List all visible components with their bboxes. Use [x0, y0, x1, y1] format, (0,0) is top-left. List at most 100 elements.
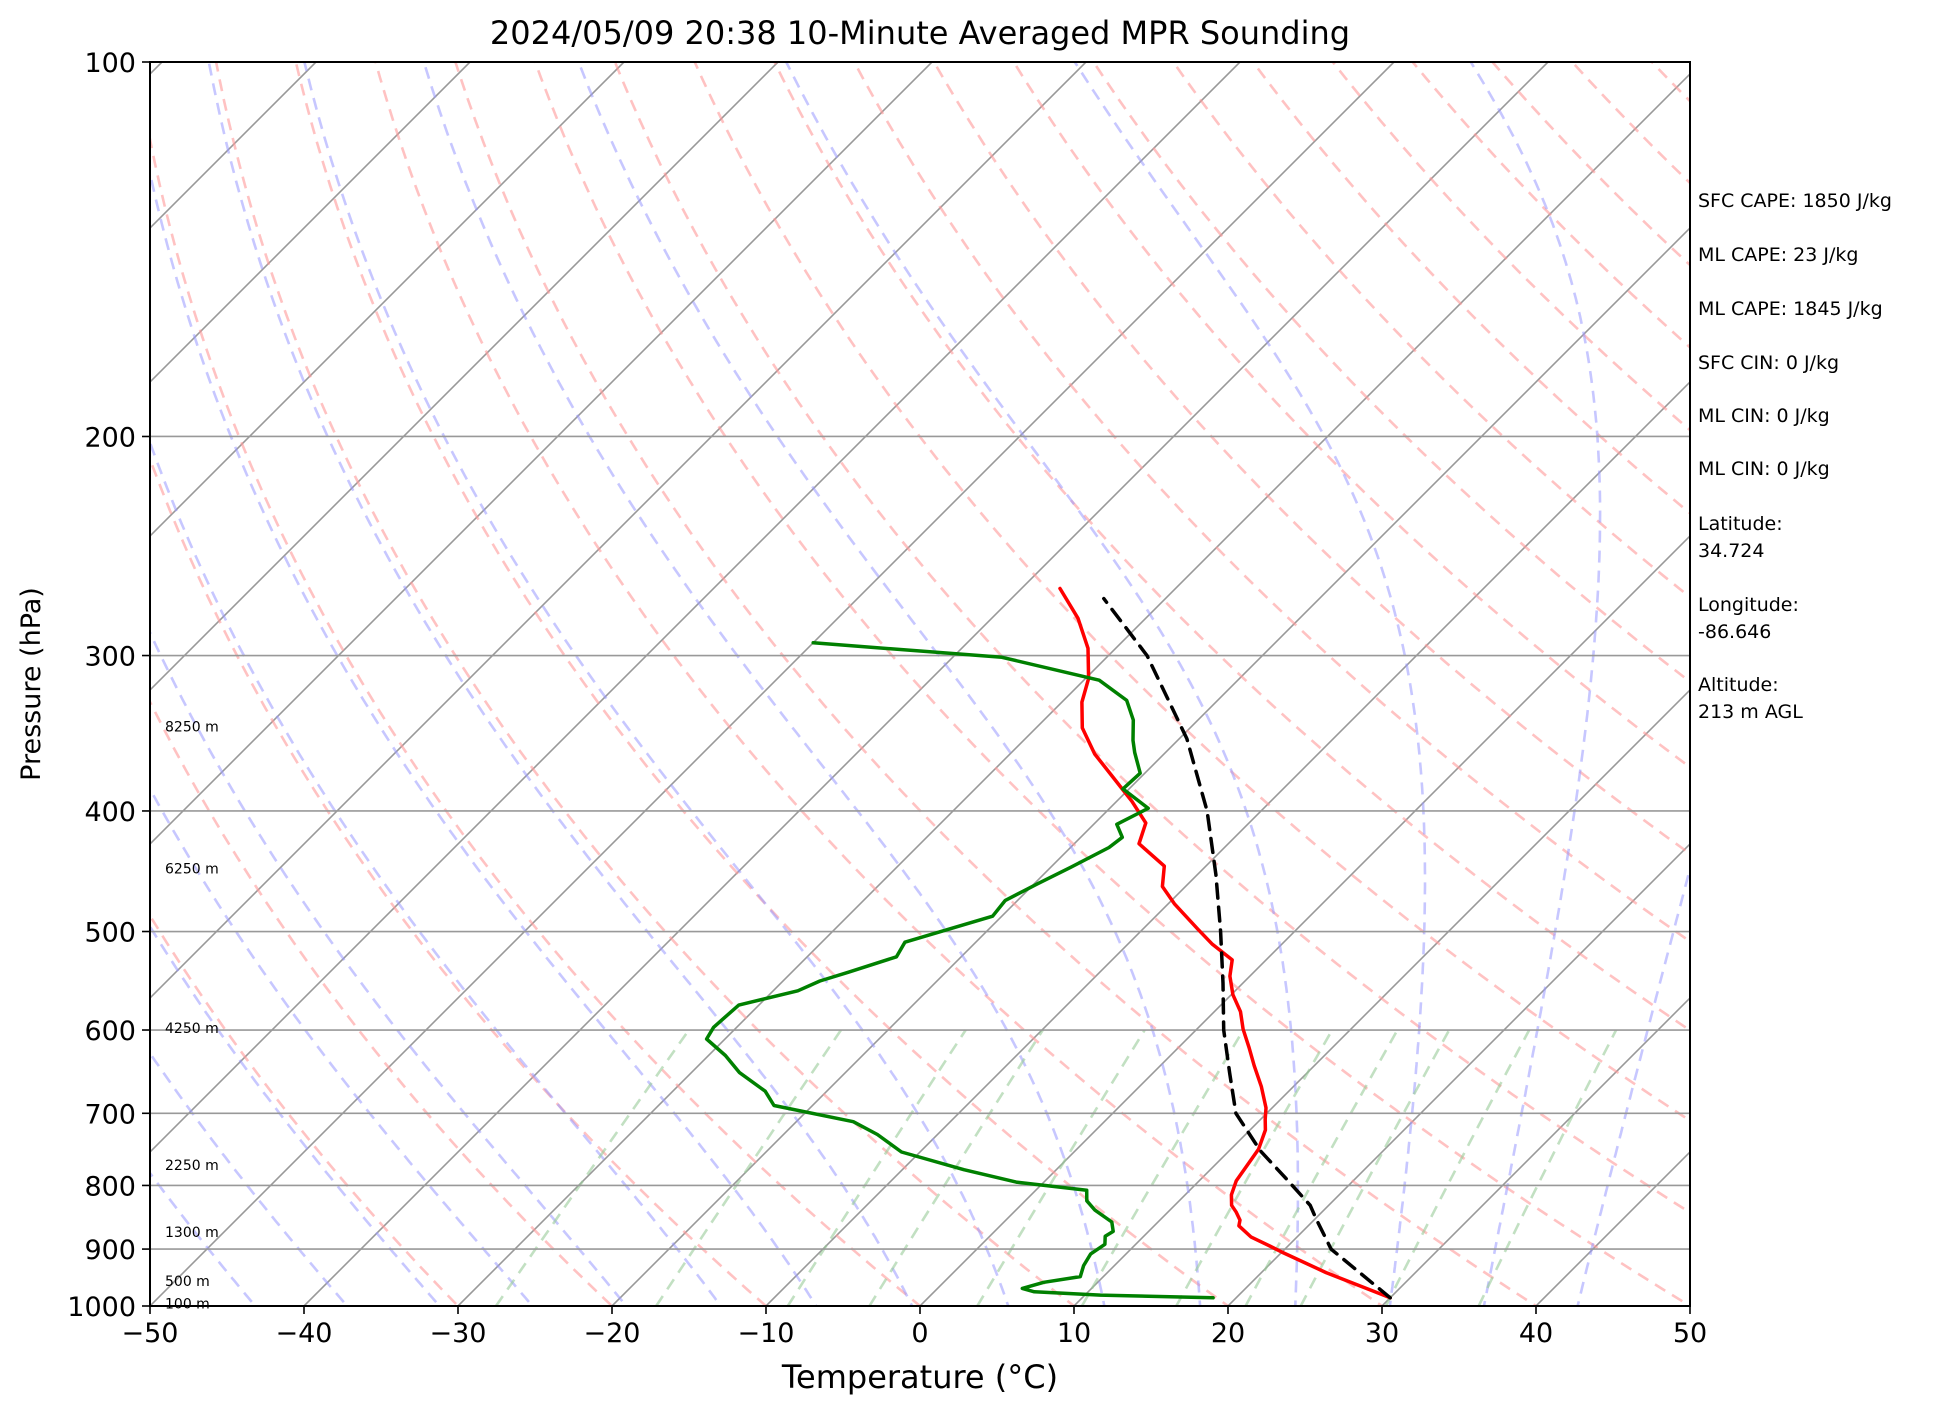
- ml-cape-text-2: ML CAPE: 1845 J/kg: [1698, 298, 1883, 320]
- isotherm-line: [150, 62, 779, 692]
- x-axis-label: Temperature (°C): [781, 1358, 1058, 1396]
- mixing-ratio-line: [494, 1029, 690, 1306]
- temperature-line: [1058, 586, 1392, 1300]
- parcel-line: [1102, 596, 1392, 1300]
- isotherm-line: [919, 534, 1690, 1306]
- x-tick-label: 10: [1057, 1318, 1091, 1349]
- sfc-cin-text: SFC CIN: 0 J/kg: [1698, 352, 1840, 374]
- x-tick-label: −50: [122, 1318, 179, 1349]
- y-tick-label: 300: [84, 642, 136, 673]
- dry-adiabat-line: [1410, 62, 1690, 350]
- profile-lines: [704, 586, 1392, 1300]
- moist-adiabat-line: [422, 62, 1106, 1306]
- dry-adiabat-line: [150, 132, 923, 1306]
- chart-title: 2024/05/09 20:38 10-Minute Averaged MPR …: [490, 14, 1350, 52]
- height-label: 500 m: [165, 1274, 210, 1290]
- isotherm-line: [765, 380, 1690, 1306]
- moist-adiabat-line: [150, 167, 818, 1306]
- dry-adiabat-line: [1012, 62, 1690, 769]
- dry-adiabat-line: [932, 62, 1690, 856]
- y-tick-label: 700: [84, 1099, 136, 1130]
- moist-adiabat-line: [150, 629, 628, 1306]
- y-tick-label: 1000: [67, 1292, 136, 1323]
- x-tick-label: −40: [276, 1318, 333, 1349]
- y-axis-ticks: 100 200 300 400 500 600 700 800 900 1000: [67, 48, 150, 1323]
- latitude-value: 34.724: [1698, 540, 1765, 562]
- mixing-ratio-line: [1477, 1029, 1618, 1306]
- ml-cin-text-2: ML CIN: 0 J/kg: [1698, 458, 1830, 480]
- x-tick-label: −30: [430, 1318, 487, 1349]
- mixing-ratio-line: [1299, 1029, 1451, 1306]
- isotherm-line: [1227, 842, 1690, 1306]
- x-axis-ticks: −50 −40 −30 −20 −10 0 10 20 30 40 50: [122, 1306, 1707, 1349]
- mixing-ratio-line: [976, 1029, 1146, 1306]
- dry-adiabat-line: [1331, 62, 1690, 432]
- ml-cape-text: ML CAPE: 23 J/kg: [1698, 244, 1859, 266]
- x-tick-label: 50: [1673, 1318, 1707, 1349]
- mixing-ratio-line: [1080, 1029, 1245, 1306]
- moist-adiabat-line: [1073, 62, 1427, 1306]
- dry-adiabat-line: [150, 698, 614, 1306]
- moist-adiabat-line: [577, 62, 1202, 1306]
- mixing-ratio-line: [1175, 1029, 1334, 1306]
- y-tick-label: 800: [84, 1171, 136, 1202]
- y-tick-label: 100: [84, 48, 136, 79]
- isotherm-line: [150, 62, 1087, 1000]
- isotherm-line: [611, 226, 1690, 1306]
- pressure-grid: [150, 435, 1690, 1250]
- x-tick-label: 30: [1365, 1318, 1399, 1349]
- longitude-label: Longitude:: [1698, 594, 1799, 616]
- moist-adiabat-line: [1576, 863, 1690, 1306]
- latitude-label: Latitude:: [1698, 513, 1783, 535]
- height-label: 100 m: [165, 1296, 210, 1312]
- x-tick-label: 0: [911, 1318, 928, 1349]
- ml-cin-text: ML CIN: 0 J/kg: [1698, 405, 1830, 427]
- isotherm-line: [1073, 688, 1690, 1306]
- moist-adiabat-line: [150, 786, 535, 1306]
- mixing-ratio-line: [1244, 1029, 1399, 1306]
- mixing-ratio-line: [655, 1029, 843, 1306]
- height-label: 2250 m: [165, 1158, 219, 1174]
- isotherm-line: [150, 62, 471, 384]
- y-axis-label: Pressure (hPa): [16, 587, 47, 781]
- isotherm-line: [150, 62, 625, 538]
- dry-adiabat-line: [294, 62, 1231, 1306]
- moist-adiabat-line: [784, 62, 1300, 1306]
- longitude-value: -86.646: [1698, 621, 1772, 643]
- isotherm-line: [303, 62, 1549, 1306]
- height-label: 6250 m: [165, 862, 219, 878]
- y-tick-label: 400: [84, 797, 136, 828]
- dry-adiabat-line: [533, 62, 1690, 1306]
- dry-adiabat-line: [773, 62, 1690, 1032]
- dry-adiabat-line: [1091, 62, 1690, 684]
- y-tick-label: 900: [84, 1235, 136, 1266]
- reference-lines: [150, 62, 1690, 1306]
- moist-adiabat-line: [1469, 62, 1602, 1306]
- isotherm-line: [150, 62, 1241, 1154]
- mixing-ratio-line: [1384, 1029, 1531, 1306]
- isotherm-line: [1381, 996, 1690, 1306]
- x-tick-label: 20: [1211, 1318, 1245, 1349]
- height-label: 4250 m: [165, 1021, 219, 1037]
- x-tick-label: −20: [584, 1318, 641, 1349]
- dry-adiabat-line: [693, 62, 1690, 1123]
- moist-adiabat-line: [150, 438, 723, 1306]
- y-tick-label: 500: [84, 918, 136, 949]
- x-tick-label: −10: [738, 1318, 795, 1349]
- altitude-value: 213 m AGL: [1698, 701, 1803, 723]
- height-label: 8250 m: [165, 719, 219, 735]
- height-label: 1300 m: [165, 1225, 219, 1241]
- sfc-cape-text: SFC CAPE: 1850 J/kg: [1698, 190, 1892, 212]
- dry-adiabat-line: [374, 62, 1385, 1306]
- y-tick-label: 600: [84, 1016, 136, 1047]
- isotherm-line: [457, 72, 1690, 1306]
- dewpoint-line: [704, 641, 1215, 1300]
- altitude-label: Altitude:: [1698, 674, 1779, 696]
- dry-adiabat-line: [613, 62, 1690, 1215]
- dry-adiabat-line: [150, 913, 460, 1306]
- mixing-ratio-line: [786, 1029, 967, 1306]
- y-tick-label: 200: [84, 422, 136, 453]
- x-tick-label: 40: [1519, 1318, 1553, 1349]
- height-labels: 8250 m 6250 m 4250 m 2250 m 1300 m 500 m 100 m: [165, 719, 219, 1312]
